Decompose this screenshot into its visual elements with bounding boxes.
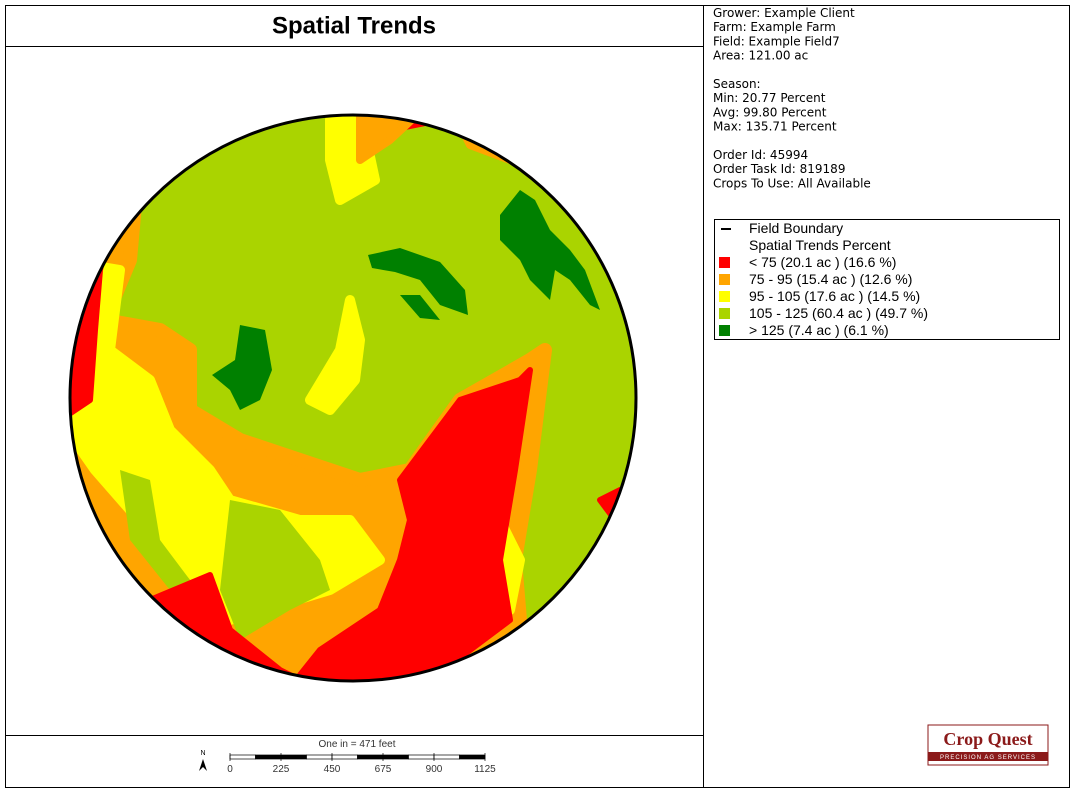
info-line: Min: 20.77 Percent xyxy=(713,91,826,105)
info-line: Max: 135.71 Percent xyxy=(713,120,837,134)
scale-tick-label: 450 xyxy=(324,764,341,775)
info-line: Farm: Example Farm xyxy=(713,20,836,34)
info-line: Season: xyxy=(713,77,761,91)
legend-label: Field Boundary xyxy=(749,220,843,236)
legend-label: 105 - 125 (60.4 ac ) (49.7 %) xyxy=(749,305,928,321)
zone xyxy=(70,115,525,625)
field-boundary xyxy=(68,113,638,683)
scale-tick-label: 675 xyxy=(375,764,392,775)
legend-swatch xyxy=(719,308,730,319)
field-map xyxy=(70,115,636,681)
legend-swatch xyxy=(719,325,730,336)
scale-segment xyxy=(306,754,333,760)
scale-segment xyxy=(408,754,435,760)
info-line: Avg: 99.80 Percent xyxy=(713,105,827,119)
scale-segment xyxy=(255,754,282,760)
logo-band xyxy=(928,752,1048,761)
legend-label: 75 - 95 (15.4 ac ) (12.6 %) xyxy=(749,271,912,287)
info-line: Field: Example Field7 xyxy=(713,34,840,48)
legend-label: > 125 (7.4 ac ) (6.1 %) xyxy=(749,322,889,338)
scale-segment xyxy=(382,754,409,760)
scale-segment xyxy=(229,754,256,760)
legend-items: < 75 (20.1 ac ) (16.6 %)75 - 95 (15.4 ac… xyxy=(719,254,928,338)
legend-box xyxy=(714,219,1060,340)
info-line: Order Id: 45994 xyxy=(713,148,808,162)
info-line: Order Task Id: 819189 xyxy=(713,162,845,176)
logo-name: Crop Quest xyxy=(943,729,1032,749)
info-line: Area: 121.00 ac xyxy=(713,49,808,63)
scale-tick-label: 225 xyxy=(273,764,290,775)
scale-caption: One in = 471 feet xyxy=(318,739,395,750)
legend-heading: Spatial Trends Percent xyxy=(749,237,891,253)
scale-tick-label: 1125 xyxy=(474,764,496,775)
zone xyxy=(212,190,600,410)
legend-swatch xyxy=(719,257,730,268)
north-arrow xyxy=(199,759,207,771)
scale-segment xyxy=(357,754,384,760)
info-line: Grower: Example Client xyxy=(713,6,855,20)
scale-tick-label: 0 xyxy=(227,764,233,775)
legend-swatch xyxy=(719,291,730,302)
legend-swatch xyxy=(719,274,730,285)
legend-label: < 75 (20.1 ac ) (16.6 %) xyxy=(749,254,896,270)
logo-tagline: PRECISION AG SERVICES xyxy=(940,755,1036,761)
legend-label: 95 - 105 (17.6 ac ) (14.5 %) xyxy=(749,288,920,304)
logo: Crop Quest PRECISION AG SERVICES xyxy=(927,724,1049,766)
scale-segment xyxy=(280,754,307,760)
north-label: N xyxy=(200,750,205,757)
scale-segment xyxy=(433,754,460,760)
zone xyxy=(120,470,330,640)
scale-tick-label: 900 xyxy=(426,764,443,775)
scale-segment xyxy=(459,754,486,760)
scale-segment xyxy=(331,754,358,760)
scale-bar: 0 225 450 675 900 1125 xyxy=(227,753,496,775)
title: Spatial Trends xyxy=(272,12,436,39)
info-line: Crops To Use: All Available xyxy=(713,176,871,190)
